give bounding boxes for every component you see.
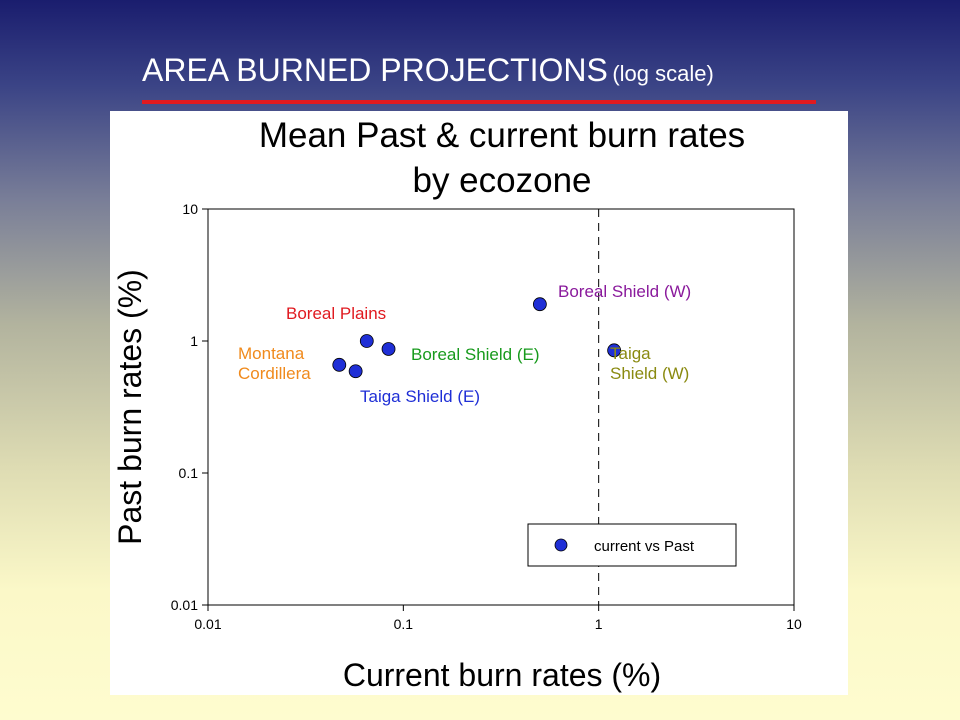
slide-title: AREA BURNED PROJECTIONS (log scale) (142, 52, 842, 89)
legend: current vs Past (527, 523, 737, 567)
data-points (332, 297, 622, 379)
chart-panel: Mean Past & current burn rates by ecozon… (110, 111, 848, 695)
y-axis-title: Past burn rates (%) (112, 269, 148, 545)
chart-title-line2: by ecozone (412, 161, 591, 200)
point-label-line: Boreal Shield (W) (558, 282, 691, 301)
x-tick-label: 0.1 (394, 616, 414, 632)
point-label-line: Taiga (610, 344, 651, 363)
point-label-line: Taiga Shield (E) (360, 387, 480, 406)
point-label: Taiga Shield (W) (610, 344, 689, 383)
y-tick-label: 1 (190, 333, 198, 349)
point-label-line: Boreal Plains (286, 304, 386, 323)
legend-label: current vs Past (594, 538, 695, 555)
data-point (359, 334, 374, 348)
y-tick-label: 0.1 (179, 465, 199, 481)
x-tick-label: 10 (786, 616, 802, 632)
data-point (332, 357, 347, 372)
data-point (532, 297, 547, 312)
y-axis-ticks: 0.01 0.1 1 10 (171, 201, 208, 613)
point-label: Boreal Shield (E) (411, 345, 540, 364)
data-point (348, 364, 363, 379)
point-label-line: Montana (238, 344, 305, 363)
point-label: Taiga Shield (E) (360, 387, 480, 406)
slide-title-sub: (log scale) (612, 61, 714, 86)
point-label-line: Boreal Shield (E) (411, 345, 540, 364)
x-axis-title: Current burn rates (%) (343, 657, 661, 693)
point-label-line: Cordillera (238, 364, 311, 383)
chart-title-line1: Mean Past & current burn rates (259, 116, 745, 155)
plot-area (207, 208, 795, 606)
y-tick-label: 0.01 (171, 597, 198, 613)
slide-title-main: AREA BURNED PROJECTIONS (142, 52, 608, 88)
legend-marker (554, 538, 568, 552)
point-label-line: Shield (W) (610, 364, 689, 383)
scatter-chart: Mean Past & current burn rates by ecozon… (112, 116, 802, 693)
x-axis-ticks: 0.01 0.1 1 10 (194, 605, 802, 632)
title-underline (142, 100, 816, 104)
point-label: Boreal Shield (W) (558, 282, 691, 301)
data-point (607, 343, 622, 358)
y-tick-label: 10 (182, 201, 198, 217)
data-point (381, 342, 396, 356)
point-label: Boreal Plains (286, 304, 386, 323)
point-annotations: Boreal Plains Montana Cordillera Boreal Shi… (238, 282, 691, 406)
point-label: Montana Cordillera (238, 344, 311, 383)
x-tick-label: 0.01 (194, 616, 221, 632)
x-tick-label: 1 (595, 616, 603, 632)
